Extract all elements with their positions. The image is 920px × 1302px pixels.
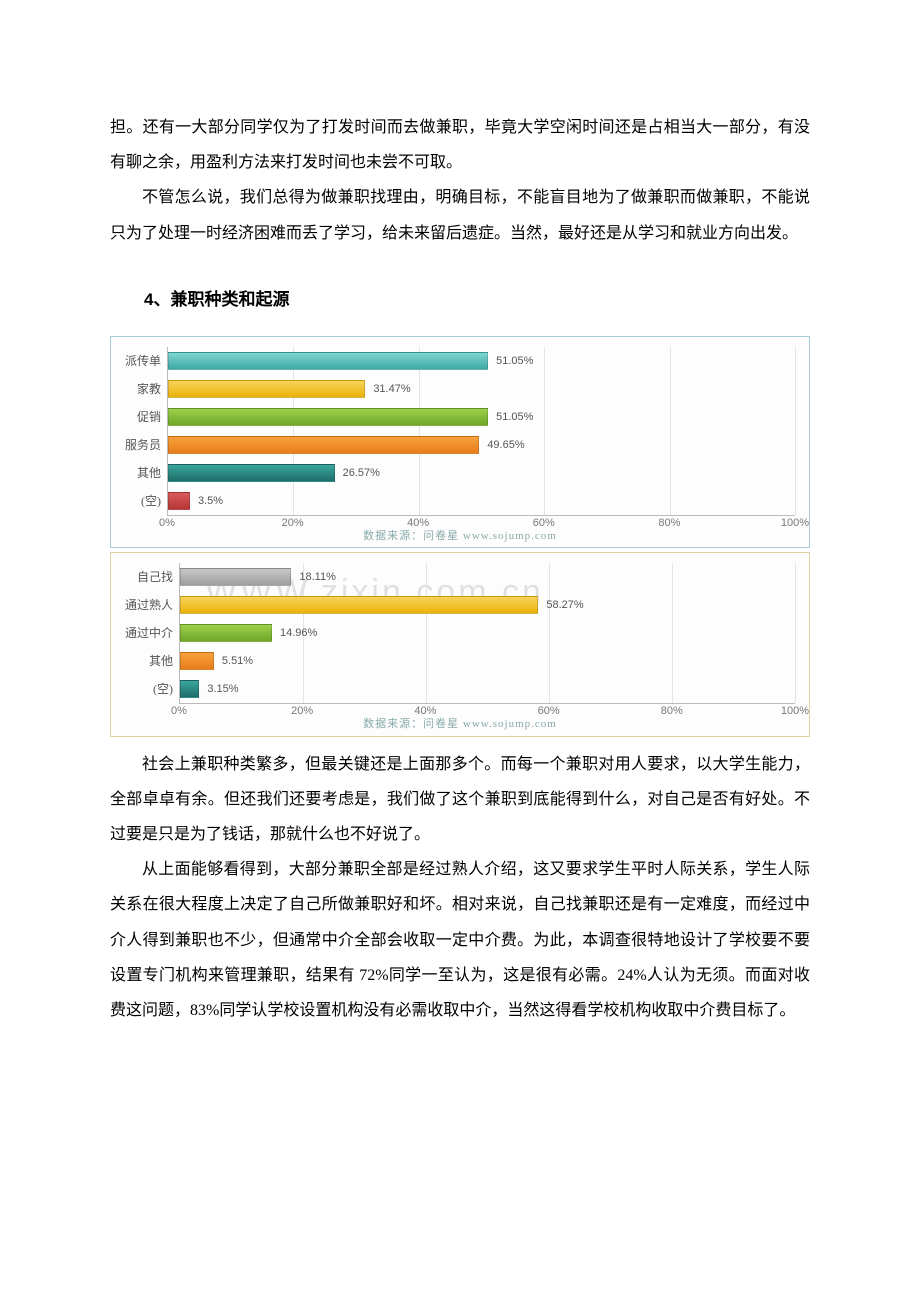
bar: [180, 596, 538, 614]
bar-value-label: 5.51%: [222, 656, 253, 667]
paragraph-3: 社会上兼职种类繁多，但最关键还是上面那多个。而每一个兼职对用人要求，以大学生能力…: [110, 747, 810, 853]
x-tick-label: 0%: [159, 518, 175, 529]
x-tick-label: 0%: [171, 706, 187, 717]
bar-row: 3.5%: [168, 487, 795, 515]
bar: [180, 568, 291, 586]
bar-row: 3.15%: [180, 675, 795, 703]
bar-value-label: 3.15%: [207, 684, 238, 695]
section-heading: 4、兼职种类和起源: [144, 281, 810, 318]
bar: [180, 624, 272, 642]
category-label: 通过熟人: [125, 591, 173, 619]
category-label: 通过中介: [125, 619, 173, 647]
x-tick-label: 20%: [282, 518, 304, 529]
bar-value-label: 51.05%: [496, 356, 533, 367]
chart2-x-axis: 0%20%40%60%80%100%: [179, 703, 795, 719]
chart-job-sources: WWW.zixin.com.cn 自己找通过熟人通过中介其他(空) 18.11%…: [110, 552, 810, 736]
x-tick-label: 60%: [538, 706, 560, 717]
bar-row: 31.47%: [168, 375, 795, 403]
chart1-x-axis: 0%20%40%60%80%100%: [167, 515, 795, 531]
bar-value-label: 51.05%: [496, 412, 533, 423]
chart1-y-labels: 派传单家教促销服务员其他(空): [125, 347, 167, 515]
bar-value-label: 26.57%: [343, 468, 380, 479]
bar: [168, 380, 365, 398]
bar-value-label: 31.47%: [373, 384, 410, 395]
bar-row: 26.57%: [168, 459, 795, 487]
category-label: 其他: [149, 647, 173, 675]
bar-row: 51.05%: [168, 403, 795, 431]
chart-job-types: 派传单家教促销服务员其他(空) 51.05% 31.47% 51.05% 49.65%…: [110, 336, 810, 548]
bar-value-label: 3.5%: [198, 496, 223, 507]
chart1-source: 数据来源：问卷星 www.sojump.com: [125, 529, 795, 543]
bar: [168, 492, 190, 510]
bar-row: 49.65%: [168, 431, 795, 459]
x-tick-label: 80%: [658, 518, 680, 529]
x-tick-label: 60%: [533, 518, 555, 529]
bar: [168, 352, 488, 370]
category-label: 其他: [137, 459, 161, 487]
bar-value-label: 18.11%: [299, 572, 336, 583]
bar-row: 14.96%: [180, 619, 795, 647]
x-tick-label: 100%: [781, 706, 809, 717]
bar-row: 58.27%: [180, 591, 795, 619]
bar-row: 18.11%: [180, 563, 795, 591]
chart2-source: 数据来源：问卷星 www.sojump.com: [125, 717, 795, 731]
bar: [180, 652, 214, 670]
bar-value-label: 49.65%: [487, 440, 524, 451]
chart2-y-labels: 自己找通过熟人通过中介其他(空): [125, 563, 179, 703]
category-label: (空): [141, 487, 161, 515]
x-tick-label: 20%: [291, 706, 313, 717]
bar-value-label: 14.96%: [280, 628, 317, 639]
x-tick-label: 40%: [414, 706, 436, 717]
x-tick-label: 80%: [661, 706, 683, 717]
bar-row: 51.05%: [168, 347, 795, 375]
category-label: 自己找: [137, 563, 173, 591]
bar: [168, 436, 479, 454]
bar-value-label: 58.27%: [546, 600, 583, 611]
paragraph-4: 从上面能够看得到，大部分兼职全部是经过熟人介绍，这又要求学生平时人际关系，学生人…: [110, 852, 810, 1028]
paragraph-2: 不管怎么说，我们总得为做兼职找理由，明确目标，不能盲目地为了做兼职而做兼职，不能…: [110, 180, 810, 250]
category-label: 家教: [137, 375, 161, 403]
chart1-bars-area: 51.05% 31.47% 51.05% 49.65% 26.57% 3.5%: [167, 347, 795, 515]
x-tick-label: 100%: [781, 518, 809, 529]
bar: [168, 408, 488, 426]
bar: [168, 464, 335, 482]
chart2-bars-area: 18.11% 58.27% 14.96% 5.51% 3.15%: [179, 563, 795, 703]
category-label: (空): [153, 675, 173, 703]
bar: [180, 680, 199, 698]
bar-row: 5.51%: [180, 647, 795, 675]
category-label: 促销: [137, 403, 161, 431]
x-tick-label: 40%: [407, 518, 429, 529]
paragraph-1: 担。还有一大部分同学仅为了打发时间而去做兼职，毕竟大学空闲时间还是占相当大一部分…: [110, 110, 810, 180]
category-label: 服务员: [125, 431, 161, 459]
category-label: 派传单: [125, 347, 161, 375]
